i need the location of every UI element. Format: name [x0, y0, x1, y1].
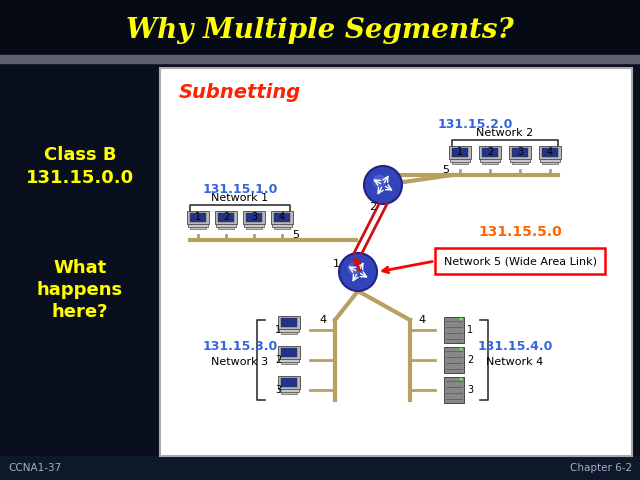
- Bar: [215, 211, 237, 224]
- Circle shape: [348, 262, 361, 275]
- Bar: [282, 332, 297, 334]
- Bar: [482, 148, 499, 157]
- Bar: [275, 227, 290, 229]
- Bar: [282, 362, 297, 364]
- Bar: [272, 224, 292, 227]
- Bar: [244, 224, 264, 227]
- Bar: [541, 148, 558, 157]
- Bar: [278, 376, 300, 389]
- Text: 1: 1: [333, 259, 339, 269]
- Circle shape: [460, 348, 463, 350]
- Bar: [278, 316, 300, 329]
- Text: What: What: [53, 259, 107, 277]
- Text: 1: 1: [275, 325, 281, 335]
- Text: CCNA1-37: CCNA1-37: [8, 463, 61, 473]
- Text: Network 4: Network 4: [486, 357, 543, 367]
- Bar: [542, 162, 557, 164]
- Text: 131.15.2.0: 131.15.2.0: [437, 118, 513, 131]
- Bar: [539, 146, 561, 159]
- Text: 131.15.4.0: 131.15.4.0: [477, 340, 553, 353]
- Bar: [216, 224, 236, 227]
- Text: 3: 3: [467, 385, 473, 395]
- Bar: [449, 146, 471, 159]
- Bar: [246, 227, 262, 229]
- Bar: [509, 146, 531, 159]
- Text: 5: 5: [292, 230, 300, 240]
- Text: 2: 2: [487, 147, 493, 157]
- Bar: [279, 359, 299, 362]
- Bar: [160, 68, 632, 456]
- Text: 131.15.5.0: 131.15.5.0: [478, 225, 562, 239]
- Bar: [444, 317, 464, 343]
- Bar: [218, 213, 234, 222]
- Text: Network 5 (Wide Area Link): Network 5 (Wide Area Link): [444, 256, 596, 266]
- Bar: [512, 162, 528, 164]
- Text: 5: 5: [442, 165, 449, 175]
- Text: Why Multiple Segments?: Why Multiple Segments?: [126, 16, 514, 44]
- Bar: [0, 456, 640, 480]
- Text: Network 2: Network 2: [476, 128, 534, 138]
- Circle shape: [460, 377, 463, 381]
- Bar: [435, 248, 605, 274]
- Bar: [280, 318, 298, 327]
- Bar: [274, 213, 291, 222]
- Bar: [444, 377, 464, 403]
- Text: 131.15.0.0: 131.15.0.0: [26, 169, 134, 187]
- Text: happens: happens: [37, 281, 123, 299]
- Text: Chapter 6-2: Chapter 6-2: [570, 463, 632, 473]
- Bar: [452, 148, 468, 157]
- Text: 4: 4: [419, 315, 426, 325]
- Text: 4: 4: [279, 212, 285, 222]
- Bar: [450, 159, 470, 162]
- Text: 3: 3: [517, 147, 523, 157]
- Bar: [187, 211, 209, 224]
- Text: 3: 3: [275, 385, 281, 395]
- Bar: [188, 224, 208, 227]
- Bar: [452, 162, 468, 164]
- Bar: [279, 389, 299, 392]
- Bar: [510, 159, 530, 162]
- Bar: [479, 146, 501, 159]
- Text: 4: 4: [319, 315, 326, 325]
- Text: 2: 2: [275, 355, 281, 365]
- Text: 1: 1: [467, 325, 473, 335]
- Text: 2: 2: [223, 212, 229, 222]
- Bar: [279, 329, 299, 332]
- Bar: [480, 159, 500, 162]
- Circle shape: [364, 166, 402, 204]
- Text: 3: 3: [251, 212, 257, 222]
- Bar: [278, 346, 300, 359]
- Bar: [0, 0, 640, 58]
- Circle shape: [339, 253, 377, 291]
- Text: 131.15.3.0: 131.15.3.0: [202, 340, 278, 353]
- Text: Network 1: Network 1: [211, 193, 269, 203]
- Bar: [282, 392, 297, 394]
- Text: 2: 2: [369, 202, 376, 212]
- Bar: [271, 211, 293, 224]
- Text: 4: 4: [547, 147, 553, 157]
- Bar: [511, 148, 529, 157]
- Text: 2: 2: [467, 355, 473, 365]
- Bar: [243, 211, 265, 224]
- Bar: [280, 348, 298, 357]
- Text: Subnetting: Subnetting: [179, 83, 301, 101]
- Circle shape: [372, 175, 386, 188]
- Bar: [190, 227, 205, 229]
- Bar: [483, 162, 498, 164]
- Circle shape: [460, 317, 463, 321]
- Bar: [444, 347, 464, 373]
- Text: here?: here?: [52, 303, 108, 321]
- Text: 1: 1: [195, 212, 201, 222]
- Text: 131.15.1.0: 131.15.1.0: [202, 183, 278, 196]
- Text: Class B: Class B: [44, 146, 116, 164]
- Bar: [0, 55, 640, 63]
- Bar: [540, 159, 560, 162]
- Text: 1: 1: [457, 147, 463, 157]
- Bar: [189, 213, 206, 222]
- Bar: [246, 213, 262, 222]
- Text: Network 3: Network 3: [211, 357, 269, 367]
- Bar: [280, 378, 298, 387]
- Bar: [218, 227, 234, 229]
